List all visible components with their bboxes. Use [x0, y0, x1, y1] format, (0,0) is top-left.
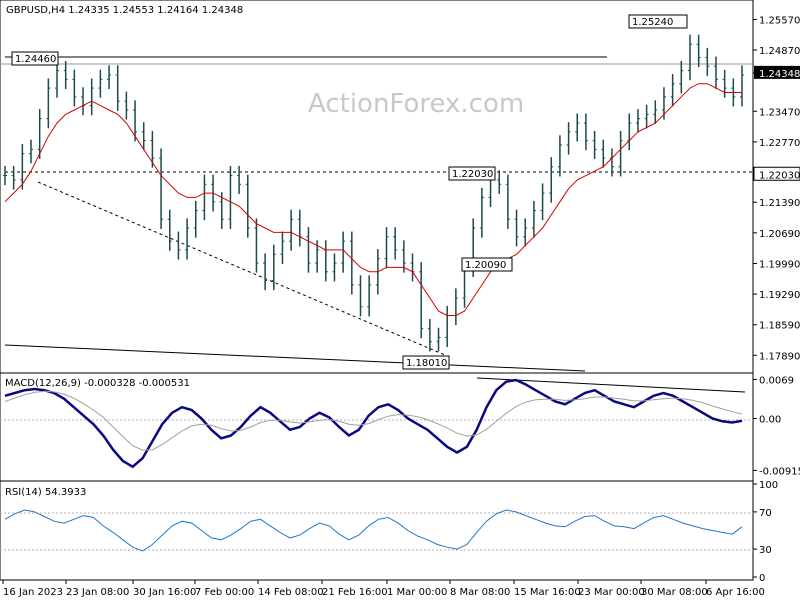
annotation-125240: 1.25240	[628, 14, 688, 29]
annotation-124460: 1.24460	[11, 51, 59, 66]
macd-label: MACD(12,26,9) -0.000328 -0.000531	[5, 378, 190, 389]
annotation-text: 1.22030	[452, 169, 493, 180]
annotation-text: 1.25240	[632, 17, 673, 28]
dotted-trendline	[37, 181, 446, 356]
rsi-axis: 100 70 30 0	[753, 480, 778, 584]
macd-tick-label: 0.0069	[759, 375, 794, 386]
time-tick-label: 23 Mar 00:00	[578, 587, 645, 598]
price-tick-label: 1.19990	[759, 259, 800, 270]
price-tick-label: 1.17890	[759, 351, 800, 362]
annotation-text: 1.24460	[15, 54, 56, 65]
macd-tick-label: -0.009158	[759, 466, 800, 477]
time-tick-label: 16 Jan 2023	[3, 587, 63, 598]
macd-line	[4, 378, 743, 469]
time-tick-label: 21 Feb 16:00	[322, 587, 388, 598]
rsi-label: RSI(14) 54.3933	[5, 487, 86, 498]
annotation-text: 1.20090	[465, 260, 506, 271]
level-price-box	[753, 166, 800, 181]
price-tick-label: 1.25570	[759, 15, 800, 26]
symbol-label: GBPUSD,H4 1.24335 1.24553 1.24164 1.2434…	[6, 5, 243, 16]
time-tick-label: 23 Jan 08:00	[66, 587, 129, 598]
time-tick-label: 6 Apr 16:00	[706, 587, 765, 598]
time-axis: 16 Jan 2023 23 Jan 08:00 30 Jan 16:007 Feb…	[2, 580, 765, 598]
time-tick-label: 7 Feb 00:00	[195, 587, 254, 598]
time-tick-label: 14 Feb 08:00	[258, 587, 324, 598]
rsi-tick-label: 70	[759, 508, 772, 519]
time-tick-label: 30 Mar 08:00	[641, 587, 708, 598]
annotation-118010: 1.18010	[402, 355, 450, 370]
rsi-line	[4, 509, 743, 552]
macd-tick-label: 0.00	[759, 415, 781, 426]
level-price-label: 1.22030	[759, 170, 800, 181]
signal-line	[4, 390, 743, 451]
price-tick-label: 1.20690	[759, 229, 800, 240]
rsi-pane-frame	[0, 480, 754, 581]
price-tick-label: 1.24870	[759, 46, 800, 57]
rsi-tick-label: 30	[759, 545, 772, 556]
annotation-120090: 1.20090	[461, 257, 513, 272]
price-tick-label: 1.22770	[759, 138, 800, 149]
time-tick-label: 15 Mar 16:00	[514, 587, 581, 598]
annotation-text: 1.18010	[406, 358, 447, 369]
time-tick-label: 8 Mar 08:00	[450, 587, 510, 598]
rsi-tick-label: 100	[759, 480, 778, 491]
price-series	[3, 34, 744, 352]
price-tick-label: 1.23470	[759, 107, 800, 118]
rsi-tick-label: 0	[759, 573, 765, 584]
macd-axis: 0.0069 0.00 -0.009158	[753, 375, 800, 477]
support-trendline	[4, 344, 586, 372]
price-axis: 1.25570 1.24870 1.24348 1.23470 1.22770 1.220…	[753, 15, 800, 362]
moving-average-line	[4, 83, 742, 316]
current-price-label: 1.24348	[759, 69, 800, 80]
watermark: ActionForex.com	[308, 89, 524, 119]
macd-trendline	[476, 377, 746, 393]
price-tick-label: 1.18590	[759, 321, 800, 332]
time-tick-label: 30 Jan 16:00	[133, 587, 196, 598]
price-tick-label: 1.19290	[759, 290, 800, 301]
current-price-box	[754, 65, 800, 79]
annotation-122030: 1.22030	[448, 166, 496, 181]
price-tick-label: 1.21390	[759, 198, 800, 209]
time-tick-label: 1 Mar 00:00	[387, 587, 447, 598]
price-pane-frame	[0, 0, 754, 374]
